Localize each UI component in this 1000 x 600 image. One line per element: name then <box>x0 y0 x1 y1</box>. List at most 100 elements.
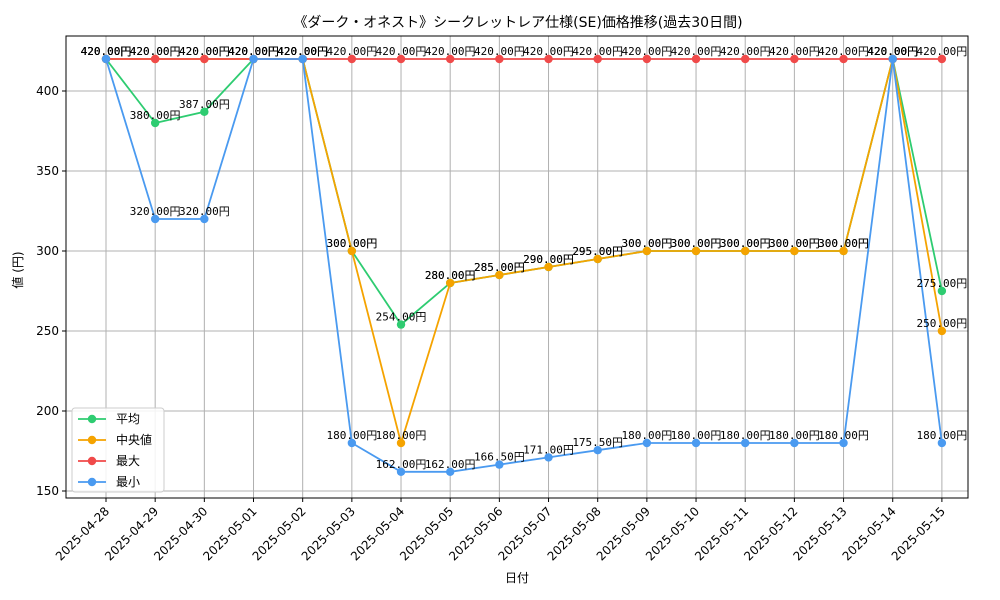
data-point <box>888 54 897 64</box>
data-label: 180.00円 <box>818 429 869 442</box>
data-label: 300.00円 <box>326 237 377 250</box>
data-label: 180.00円 <box>326 429 377 442</box>
data-label: 285.00円 <box>474 261 525 274</box>
data-label: 300.00円 <box>326 237 377 250</box>
data-label: 180.00円 <box>769 429 820 442</box>
data-point <box>200 107 209 117</box>
data-label: 295.00円 <box>572 245 623 258</box>
data-label: 295.00円 <box>572 245 623 258</box>
data-label: 300.00円 <box>671 237 722 250</box>
data-label: 420.00円 <box>376 45 427 58</box>
data-point <box>347 438 357 448</box>
legend-marker <box>87 456 97 466</box>
data-point <box>445 54 455 64</box>
data-label: 380.00円 <box>130 109 181 122</box>
data-point <box>642 246 652 256</box>
data-label: 420.00円 <box>523 45 574 58</box>
series-layer <box>101 54 947 476</box>
legend-label: 平均 <box>116 412 140 426</box>
data-label: 320.00円 <box>130 205 181 218</box>
data-point <box>396 467 406 476</box>
data-point <box>937 438 947 448</box>
data-point <box>200 54 209 64</box>
series-1 <box>101 54 947 329</box>
legend-marker <box>87 435 97 445</box>
data-point <box>642 438 652 448</box>
data-point <box>396 54 406 64</box>
series-line <box>105 58 943 326</box>
data-point <box>396 320 406 329</box>
data-label: 300.00円 <box>818 237 869 250</box>
data-point <box>150 54 160 64</box>
data-label: 420.00円 <box>867 45 918 58</box>
data-label: 420.00円 <box>81 45 132 58</box>
y-tick-label: 300 <box>36 244 59 258</box>
data-label: 180.00円 <box>671 429 722 442</box>
data-label: 162.00円 <box>425 458 476 471</box>
data-label: 280.00円 <box>425 269 476 282</box>
x-axis-label: 日付 <box>505 571 529 585</box>
data-label: 420.00円 <box>867 45 918 58</box>
y-tick-label: 350 <box>36 164 59 178</box>
data-label: 420.00円 <box>572 45 623 58</box>
data-label: 254.00円 <box>376 311 427 324</box>
data-point <box>839 246 848 256</box>
data-label: 300.00円 <box>720 237 771 250</box>
data-label: 420.00円 <box>720 45 771 58</box>
data-point <box>396 438 406 448</box>
data-label: 420.00円 <box>179 45 230 58</box>
legend-label: 最小 <box>116 475 140 489</box>
data-point <box>642 54 652 64</box>
plot-frame <box>65 35 969 499</box>
data-point <box>445 278 455 288</box>
data-label: 420.00円 <box>769 45 820 58</box>
data-point <box>101 54 111 64</box>
data-point <box>790 246 799 256</box>
data-point <box>741 438 750 448</box>
data-label: 180.00円 <box>917 429 968 442</box>
y-tick-label: 400 <box>36 84 59 98</box>
y-tick-label: 200 <box>36 404 59 418</box>
legend-marker <box>87 477 97 487</box>
data-label: 171.00円 <box>523 443 574 456</box>
data-point <box>495 54 504 64</box>
data-label: 290.00円 <box>523 253 574 266</box>
data-point <box>347 246 357 256</box>
data-point <box>741 246 750 256</box>
data-label: 420.00円 <box>277 45 328 58</box>
data-label: 300.00円 <box>671 237 722 250</box>
data-label: 420.00円 <box>228 45 279 58</box>
data-label: 420.00円 <box>130 45 181 58</box>
data-label: 420.00円 <box>867 45 918 58</box>
data-label: 275.00円 <box>917 277 968 290</box>
data-label: 420.00円 <box>671 45 722 58</box>
data-point <box>691 54 701 64</box>
data-point <box>839 54 848 64</box>
data-label: 420.00円 <box>277 45 328 58</box>
data-label: 420.00円 <box>474 45 525 58</box>
series-line <box>105 58 943 473</box>
data-label: 300.00円 <box>769 237 820 250</box>
data-label: 420.00円 <box>228 45 279 58</box>
series-4 <box>101 54 947 476</box>
data-point <box>937 54 947 64</box>
data-point <box>593 446 602 455</box>
data-point <box>298 54 307 64</box>
data-label: 300.00円 <box>720 237 771 250</box>
data-label: 280.00円 <box>425 269 476 282</box>
data-label-layer: 420.00円380.00円387.00円420.00円420.00円300.0… <box>81 45 968 471</box>
data-point <box>445 467 455 476</box>
data-point <box>839 438 848 448</box>
data-label: 420.00円 <box>277 45 328 58</box>
data-point <box>544 453 553 462</box>
data-label: 387.00円 <box>179 98 230 111</box>
data-point <box>495 270 504 280</box>
data-point <box>937 286 947 296</box>
data-label: 420.00円 <box>81 45 132 58</box>
data-point <box>200 214 209 224</box>
data-label: 285.00円 <box>474 261 525 274</box>
data-point <box>691 246 701 256</box>
data-label: 180.00円 <box>376 429 427 442</box>
data-label: 300.00円 <box>621 237 672 250</box>
axis-ticks: 2025-04-282025-04-292025-04-302025-05-01… <box>36 84 948 563</box>
